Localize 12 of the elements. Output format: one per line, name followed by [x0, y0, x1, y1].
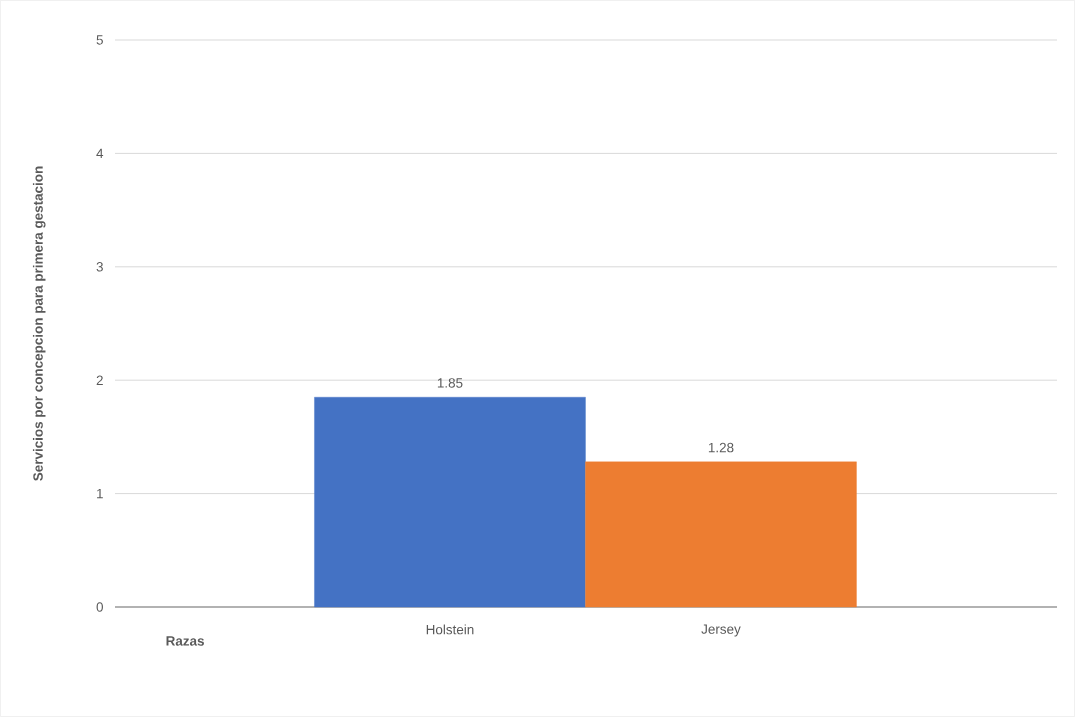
y-axis-title: Servicios por concepcion para primera gestacion	[32, 166, 46, 481]
data-label: 1.28	[708, 442, 734, 453]
y-tick-label: 3	[96, 262, 103, 272]
y-tick-label: 5	[96, 35, 103, 45]
y-tick-label: 4	[96, 148, 104, 159]
x-tick-label: Holstein	[426, 624, 474, 635]
x-axis-title: Razas	[166, 636, 204, 646]
data-label: 1.85	[437, 378, 463, 388]
y-tick-label: 0	[96, 602, 103, 612]
y-tick-label: 2	[96, 375, 103, 385]
x-tick-label: Jersey	[701, 624, 741, 637]
y-tick-label: 1	[97, 488, 103, 499]
